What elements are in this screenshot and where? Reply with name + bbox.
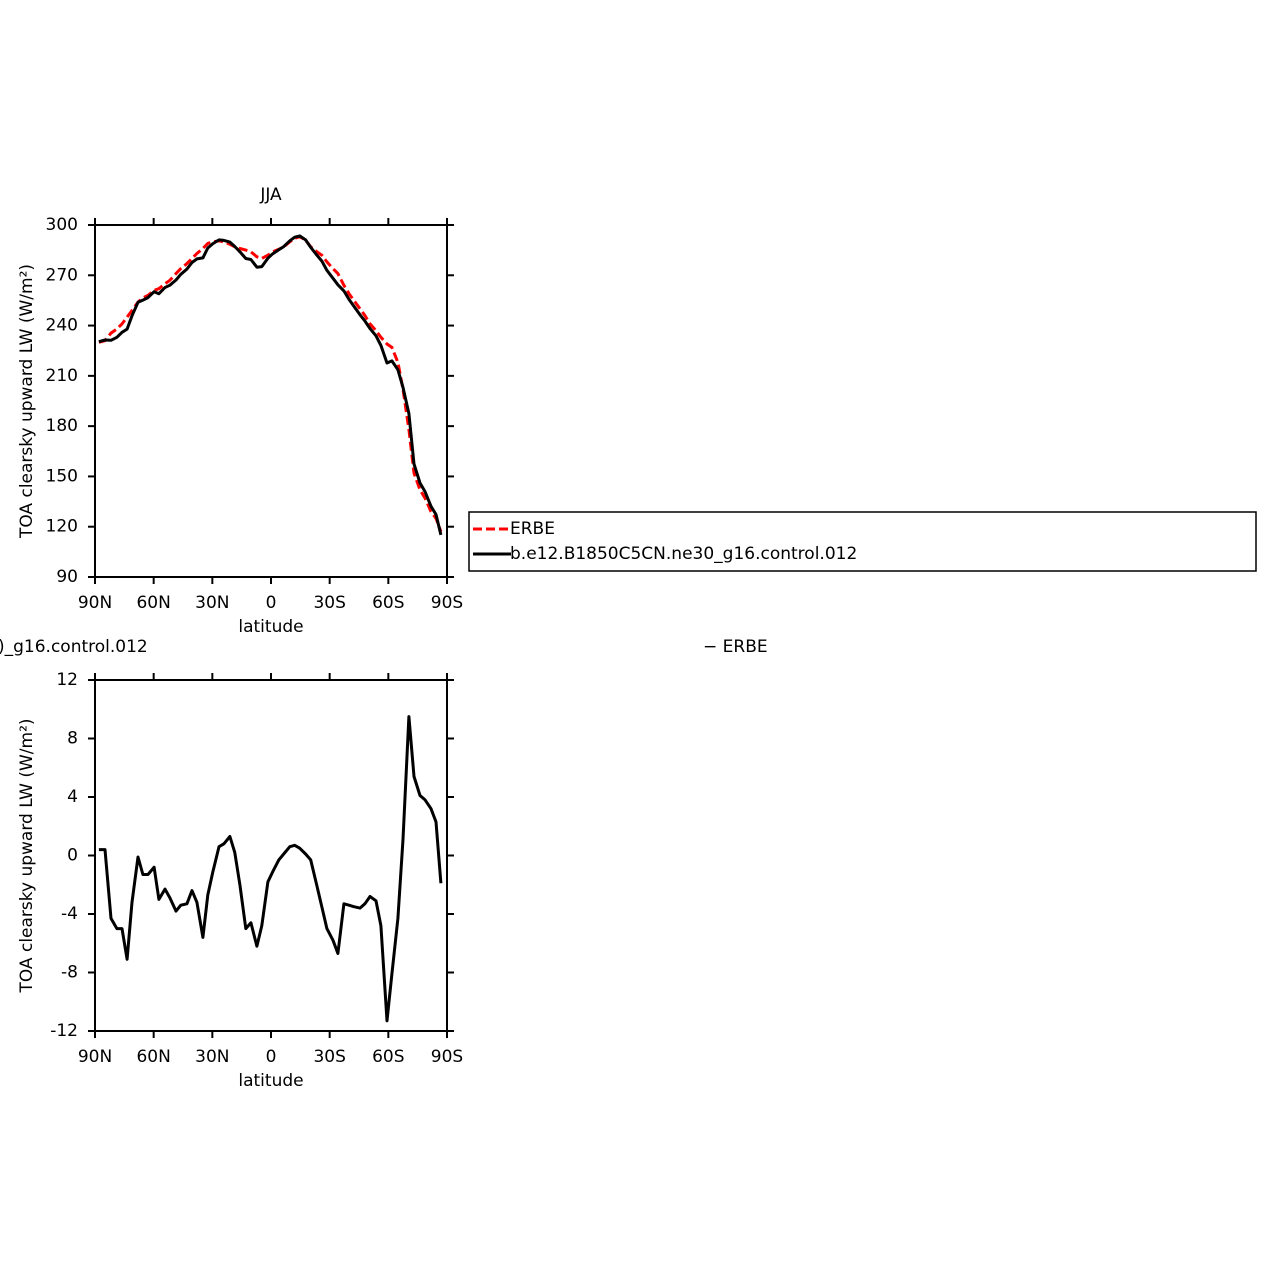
y-tick-label: 8 [67, 729, 78, 749]
y-axis-label: TOA clearsky upward LW (W/m²) [17, 718, 37, 993]
x-tick-label: 60N [136, 593, 170, 613]
y-tick-label: 4 [67, 787, 78, 807]
chart-title-part: − ERBE [703, 637, 768, 657]
x-axis-label: latitude [238, 617, 303, 637]
plot-frame [94, 224, 448, 578]
legend-label: b.e12.B1850C5CN.ne30_g16.control.012 [510, 544, 857, 564]
y-tick-label: 0 [67, 846, 78, 866]
x-tick-label: 30S [313, 1047, 345, 1067]
y-tick-label: -12 [50, 1021, 78, 1041]
y-axis-label: TOA clearsky upward LW (W/m²) [17, 264, 37, 539]
y-tick-label: 300 [46, 215, 78, 235]
y-tick-label: -8 [61, 963, 78, 983]
y-tick-label: -4 [61, 904, 78, 924]
x-tick-label: 90S [431, 593, 463, 613]
x-tick-label: 30N [195, 1047, 229, 1067]
legend-box [468, 511, 1257, 572]
x-tick-label: 90N [78, 593, 112, 613]
plot-frame [94, 679, 448, 1032]
chart-title-part: )_g16.control.012 [0, 637, 148, 657]
y-tick-label: 180 [46, 416, 78, 436]
chart-title: JJA [259, 185, 282, 205]
x-tick-label: 60S [372, 1047, 404, 1067]
y-tick-label: 120 [46, 517, 78, 537]
x-tick-label: 30S [313, 593, 345, 613]
x-axis-label: latitude [238, 1071, 303, 1091]
y-tick-label: 90 [56, 567, 78, 587]
legend-label: ERBE [510, 519, 555, 539]
data-line [98, 715, 443, 1023]
y-tick-label: 210 [46, 366, 78, 386]
x-tick-label: 0 [266, 1047, 277, 1067]
data-line [98, 235, 443, 533]
x-tick-label: 30N [195, 593, 229, 613]
y-tick-label: 12 [56, 670, 78, 690]
x-tick-label: 90N [78, 1047, 112, 1067]
y-tick-label: 150 [46, 466, 78, 486]
data-line [98, 234, 443, 536]
y-tick-label: 270 [46, 265, 78, 285]
x-tick-label: 60S [372, 593, 404, 613]
x-tick-label: 60N [136, 1047, 170, 1067]
x-tick-label: 0 [266, 593, 277, 613]
y-tick-label: 240 [46, 316, 78, 336]
x-tick-label: 90S [431, 1047, 463, 1067]
